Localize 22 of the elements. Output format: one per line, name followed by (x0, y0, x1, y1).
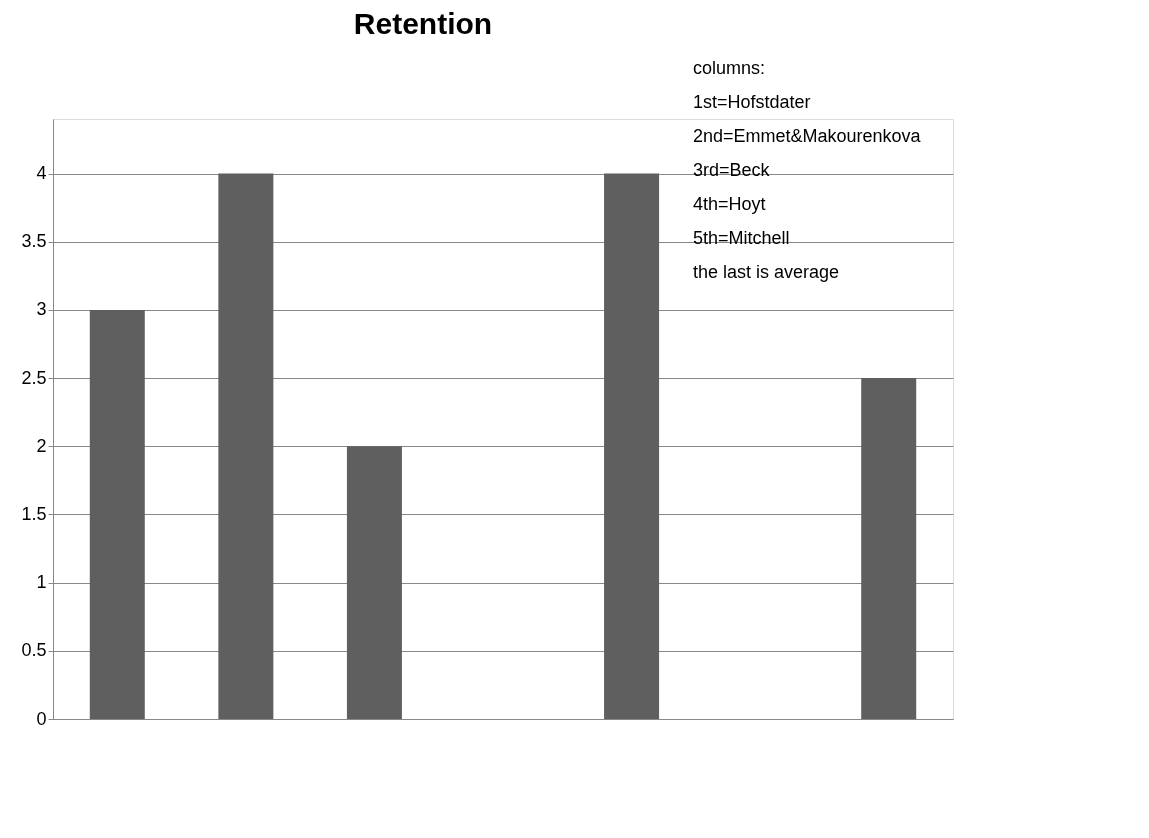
text: 1st=Hofstdater (693, 92, 811, 112)
bar (604, 173, 660, 719)
annotation: 2nd=Emmet&Makourenkova (693, 126, 922, 146)
bar (346, 446, 402, 719)
y-tick-label: 3.5 (21, 231, 47, 252)
annotation: 3rd=Beck (693, 160, 771, 180)
y-tick-label: 2.5 (21, 367, 47, 388)
bar (861, 378, 917, 719)
y-tick-label: 0 (36, 708, 47, 729)
annotation: 5th=Mitchell (693, 228, 790, 248)
y-tick-label: 1 (36, 572, 47, 593)
y-tick-label: 3 (36, 299, 47, 320)
y-tick-label: 1.5 (21, 503, 47, 524)
annotation: 4th=Hoyt (693, 194, 766, 214)
y-tick-label: 2 (36, 435, 47, 456)
bar (218, 173, 274, 719)
bar (89, 309, 145, 719)
y-tick-label: 0.5 (21, 640, 47, 661)
y-tick-label: 4 (36, 163, 47, 184)
text: columns: (693, 58, 766, 78)
chart-title: Retention (353, 7, 493, 40)
annotation: the last is average (693, 262, 840, 282)
